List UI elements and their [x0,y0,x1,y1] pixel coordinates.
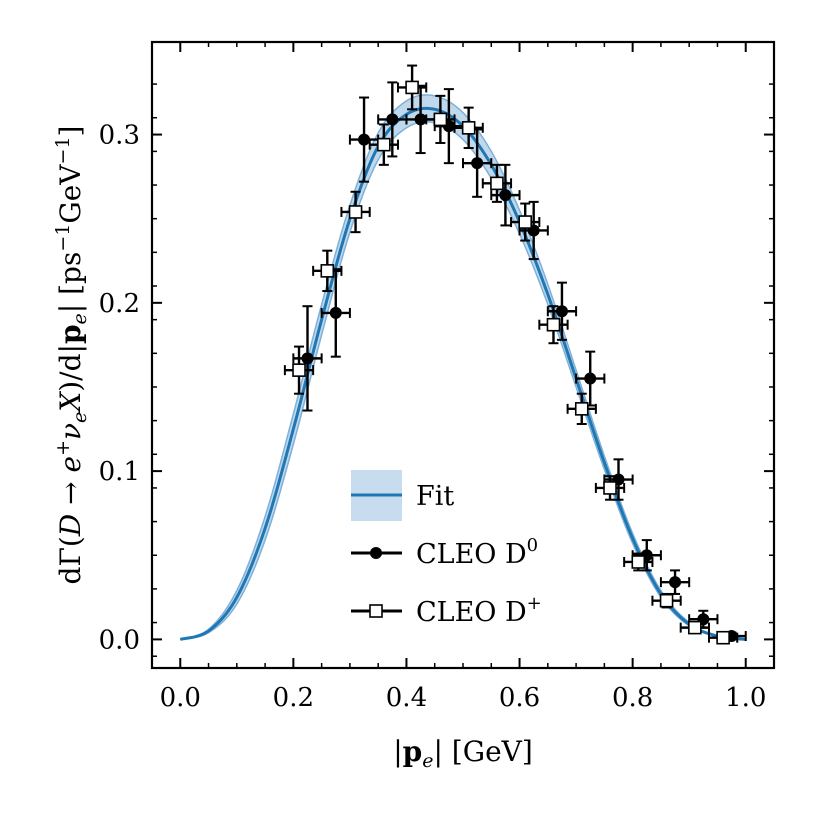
legend: Fit CLEO D0 CLEO D+ [351,470,542,628]
cleo-d0-marker [555,305,568,318]
cleo-dplus-point [510,202,541,242]
legend-d0-sup: 0 [527,535,538,556]
cleo-d0-marker [301,352,314,365]
cleo-dplus-point [425,94,456,144]
x-axis-label: |pe| [GeV] [393,735,533,772]
cleo-dplus-marker [377,137,391,152]
cleo-dplus-point [707,630,739,645]
cleo-d0-point [462,128,493,198]
x-tick-label: 0.2 [273,683,314,713]
cleo-dplus-marker [461,121,476,135]
legend-fit-label: Fit [416,481,454,512]
cleo-d0-marker [471,157,484,170]
y-axis-label: dΓ(D → e+νeX)/d|pe| [ps−1GeV−1] [52,126,91,585]
x-tick-label: 0.8 [612,683,653,713]
legend-d0-text: CLEO D [416,539,527,570]
cleo-dplus-point [368,123,399,166]
legend-d0-marker [370,547,382,559]
cleo-dplus-point [566,392,597,425]
cleo-dplus-marker [631,555,646,569]
cleo-dplus-point [481,163,513,203]
fit-band-layer [180,94,746,641]
cleo-d0-point [659,569,691,595]
x-tick-label: 0.6 [499,683,540,713]
cleo-d0-marker [386,113,399,126]
legend-dplus-label: CLEO D+ [416,593,542,628]
cleo-dplus-marker [405,80,419,95]
cleo-dplus-marker [433,112,448,127]
cleo-dplus-point [283,345,315,395]
cleo-dplus-marker [659,593,674,608]
cleo-dplus-marker [518,215,533,229]
cleo-d0-point [518,200,549,261]
cleo-dplus-point [396,64,428,111]
fit-band-upper-edge [180,94,746,641]
cleo-d0-marker [499,189,512,202]
cleo-d0-marker [584,372,597,385]
cleo-dplus-marker [490,176,504,191]
legend-dplus-sup: + [527,593,542,614]
cleo-dplus-point [312,249,343,293]
tick-layer: 0.0 0.2 0.4 0.6 0.8 1.0 0.0 0.1 0.2 0.3 [99,42,775,713]
cleo-d0-marker [669,576,682,589]
cleo-dplus-point [679,620,710,635]
cleo-dplus-marker [292,363,306,377]
cleo-d0-marker [414,113,427,126]
legend-item-dplus: CLEO D+ [351,593,542,628]
x-tick-label: 0.0 [160,683,201,713]
x-tick-label: 1.0 [725,683,766,713]
cleo-dplus-point [340,190,371,234]
legend-item-fit: Fit [351,470,454,521]
cleo-d0-marker [358,133,371,146]
legend-item-d0: CLEO D0 [351,535,538,570]
y-tick-label: 0.3 [99,121,140,151]
cleo-dplus-point [538,305,569,345]
cleo-dplus-marker [574,402,589,416]
legend-dplus-marker [369,604,383,618]
cleo-dplus-point [453,106,484,150]
cleo-dplus-marker [348,205,363,219]
cleo-dplus-marker [688,620,702,635]
cleo-dplus-marker [320,264,335,278]
x-tick-label: 0.4 [386,683,427,713]
cleo-dplus-point [594,475,626,501]
fit-band-lower-edge [180,121,746,641]
cleo-dplus-series [283,64,739,645]
cleo-d0-point [320,268,351,358]
legend-dplus-text: CLEO D [416,597,527,628]
cleo-d0-marker [329,306,342,319]
y-tick-label: 0.0 [99,625,140,655]
cleo-dplus-point [623,552,654,572]
cleo-dplus-marker [603,481,617,495]
cleo-dplus-marker [546,317,561,332]
legend-d0-label: CLEO D0 [416,535,538,570]
cleo-dplus-marker [716,630,730,645]
cleo-dplus-point [651,592,682,609]
y-tick-label: 0.2 [99,289,140,319]
y-tick-label: 0.1 [99,457,140,487]
